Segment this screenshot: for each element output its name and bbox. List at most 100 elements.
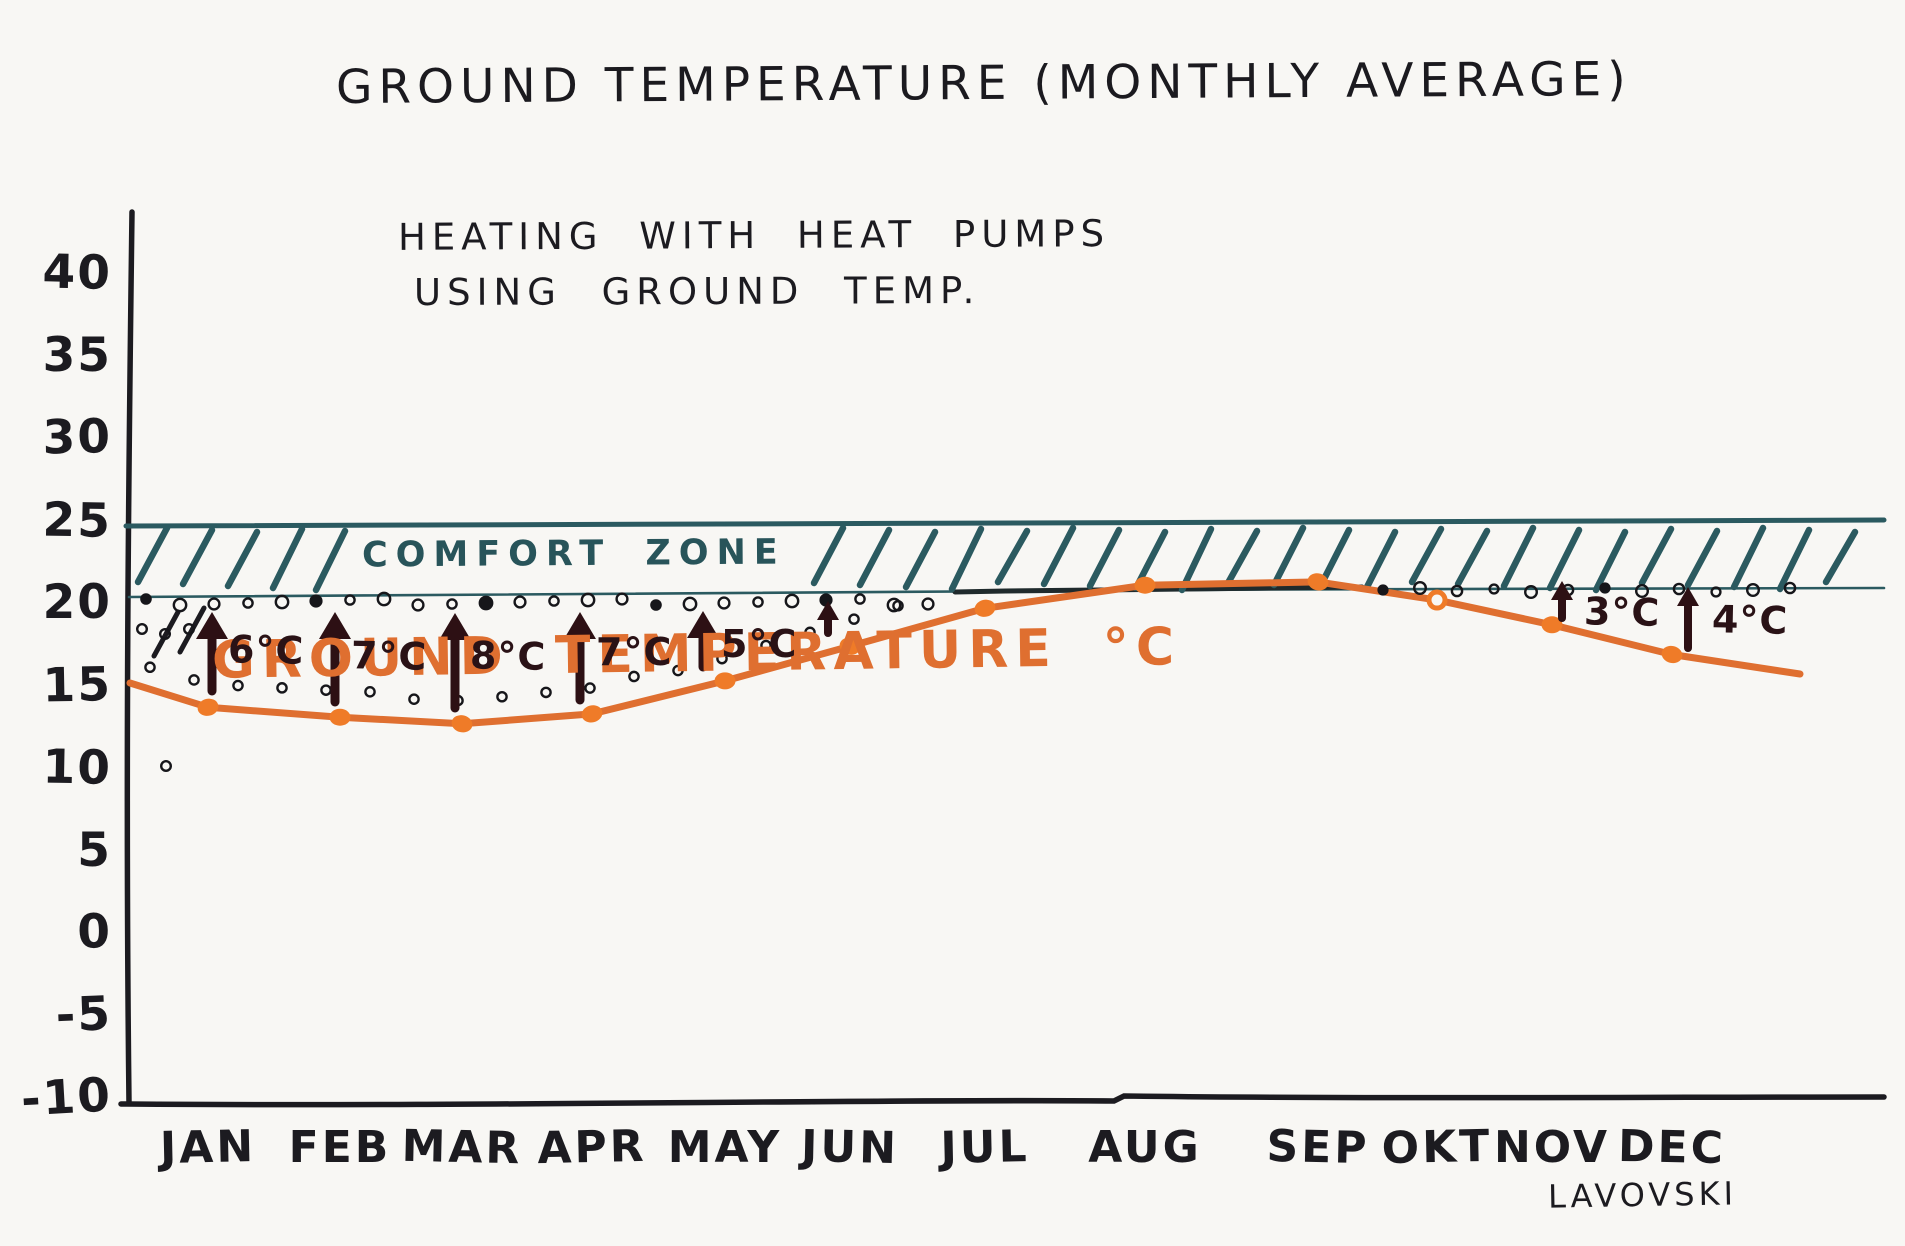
data-point-dot bbox=[581, 705, 603, 723]
heat-pump-lift-label: 7°C bbox=[596, 630, 673, 674]
hatch-stroke bbox=[1178, 525, 1215, 594]
double-slash-mark bbox=[151, 609, 181, 659]
hatch-stroke bbox=[1224, 527, 1261, 587]
bubble-doodle bbox=[496, 690, 508, 703]
comfort-zone-top-line bbox=[123, 517, 1887, 529]
hatch-stroke bbox=[856, 526, 893, 589]
hatch-stroke bbox=[810, 524, 847, 587]
x-axis-label-mar: MAR bbox=[401, 1120, 523, 1175]
hatch-stroke bbox=[1822, 528, 1859, 586]
bubble-doodle bbox=[364, 686, 376, 698]
x-axis-label-feb: FEB bbox=[288, 1122, 392, 1173]
bubble-doodle bbox=[848, 613, 860, 625]
bubble-doodle bbox=[188, 674, 200, 686]
double-slash-mark bbox=[177, 605, 207, 655]
annotation-line-2: USING GROUND TEMP. bbox=[413, 269, 981, 314]
y-axis-tick-label: 20 bbox=[42, 575, 112, 630]
x-axis-label-jul: JUL bbox=[939, 1121, 1031, 1174]
bubble-doodle bbox=[1745, 583, 1760, 598]
data-point-dot bbox=[451, 715, 473, 733]
hatch-stroke bbox=[1546, 526, 1583, 592]
heat-pump-lift-label: 7°C bbox=[350, 633, 428, 679]
data-point-dot bbox=[1541, 616, 1563, 634]
x-axis-label-jan: JAN bbox=[159, 1120, 257, 1175]
data-point-dot bbox=[839, 637, 861, 655]
heat-pump-arrow-head bbox=[319, 612, 351, 639]
annotation-line-1: HEATING WITH HEAT PUMPS bbox=[397, 212, 1111, 259]
bubble-doodle bbox=[478, 595, 494, 611]
hatch-stroke bbox=[1408, 525, 1445, 586]
heat-pump-lift-label: 6°C bbox=[227, 627, 305, 673]
data-point-dot bbox=[1661, 645, 1683, 664]
y-axis-tick-label: -5 bbox=[54, 985, 114, 1043]
bubble-doodle bbox=[408, 693, 420, 706]
y-axis-line bbox=[124, 209, 135, 1106]
hatch-stroke bbox=[1592, 528, 1629, 594]
bubble-doodle bbox=[540, 686, 552, 699]
heat-pump-lift-label: 5°C bbox=[721, 622, 798, 666]
heat-pump-arrow-head bbox=[1677, 587, 1699, 606]
data-point-dot bbox=[1307, 573, 1329, 591]
hatch-stroke bbox=[1730, 524, 1767, 591]
bubble-doodle bbox=[446, 598, 458, 610]
bubble-doodle bbox=[892, 599, 904, 612]
bubble-doodle bbox=[232, 679, 244, 692]
bubble-doodle bbox=[1634, 584, 1649, 599]
bubble-doodle bbox=[650, 599, 662, 611]
x-axis-line bbox=[118, 1093, 1887, 1108]
hatch-stroke bbox=[1684, 527, 1721, 589]
bubble-doodle bbox=[854, 593, 866, 605]
hatch-stroke bbox=[1500, 524, 1537, 590]
bubble-doodle bbox=[344, 594, 356, 606]
heat-pump-arrow-head bbox=[1551, 581, 1573, 600]
y-axis-tick-label: 30 bbox=[42, 409, 113, 466]
hatch-stroke bbox=[1776, 526, 1813, 593]
hatch-stroke bbox=[902, 528, 939, 591]
bubble-doodle bbox=[207, 597, 221, 611]
data-point-dot bbox=[197, 698, 219, 716]
y-axis-tick-label: 15 bbox=[42, 656, 113, 713]
x-axis-label-may: MAY bbox=[667, 1122, 783, 1173]
bubble-doodle bbox=[182, 623, 195, 636]
bubble-doodle bbox=[140, 593, 152, 605]
bubble-doodle bbox=[672, 664, 684, 677]
bubble-doodle bbox=[1783, 581, 1797, 595]
data-point-dot bbox=[1134, 576, 1156, 594]
bubble-doodle bbox=[615, 592, 629, 606]
comfort-zone-label: COMFORT ZONE bbox=[361, 532, 786, 576]
heat-pump-arrow-head bbox=[817, 601, 839, 620]
bubble-doodle bbox=[628, 670, 640, 683]
bubble-doodle bbox=[159, 760, 172, 773]
bubble-doodle bbox=[682, 596, 698, 612]
y-axis-tick-label: 0 bbox=[76, 904, 113, 960]
hatch-stroke bbox=[312, 527, 349, 594]
hatch-stroke bbox=[224, 528, 261, 590]
bubble-doodle bbox=[1450, 584, 1464, 598]
heat-pump-arrow-head bbox=[196, 612, 228, 639]
bubble-doodle bbox=[784, 593, 800, 609]
x-axis-label-dec: DEC bbox=[1617, 1120, 1727, 1175]
bubble-doodle bbox=[1672, 582, 1686, 596]
heat-pump-lift-label: 3°C bbox=[1583, 589, 1661, 635]
bubble-doodle bbox=[716, 652, 728, 665]
hatch-stroke bbox=[1454, 527, 1491, 588]
bubble-doodle bbox=[411, 598, 425, 612]
bubble-doodle bbox=[1710, 586, 1722, 598]
bubble-doodle bbox=[548, 595, 560, 607]
x-axis-label-apr: APR bbox=[536, 1120, 648, 1175]
hatch-stroke bbox=[1270, 524, 1307, 589]
bubble-doodle bbox=[804, 626, 816, 639]
bubble-doodle bbox=[1412, 581, 1427, 596]
x-axis-label-nov: NOV bbox=[1493, 1122, 1611, 1173]
hatch-stroke bbox=[1362, 528, 1399, 593]
chart-title: GROUND TEMPERATURE (MONTHLY AVERAGE) bbox=[335, 52, 1632, 115]
heat-pump-arrow-head bbox=[439, 613, 471, 640]
author-signature: LAVOVSKI bbox=[1547, 1174, 1738, 1216]
hatch-stroke bbox=[134, 524, 171, 586]
x-axis-label-aug: AUG bbox=[1088, 1122, 1202, 1173]
bubble-doodle bbox=[1523, 585, 1538, 600]
bubble-doodle bbox=[819, 593, 833, 607]
data-point-dot bbox=[1426, 589, 1448, 611]
y-axis-tick-label: 10 bbox=[42, 739, 113, 796]
y-axis-tick-label: -10 bbox=[19, 1067, 114, 1128]
